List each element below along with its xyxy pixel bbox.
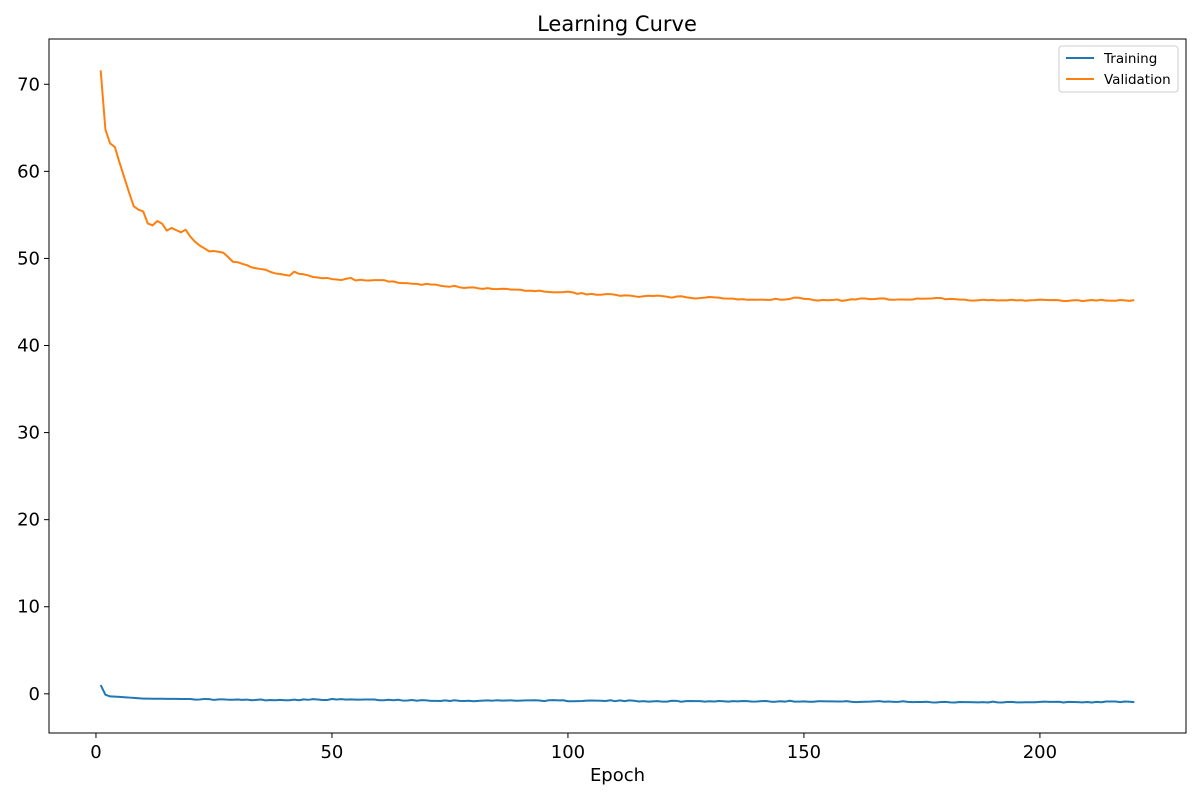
y-tick-label-0: 0	[29, 684, 40, 705]
y-tick-label-1: 10	[17, 597, 40, 618]
x-tick-label-0: 0	[90, 742, 101, 763]
series-group	[99, 70, 1135, 704]
y-tick-label-6: 60	[17, 161, 40, 182]
legend-label-training: Training	[1103, 51, 1157, 67]
chart-title: Learning Curve	[537, 12, 697, 36]
x-axis-label: Epoch	[590, 765, 645, 786]
y-tick-label-2: 20	[17, 510, 40, 531]
x-tick-label-4: 200	[1023, 742, 1057, 763]
x-tick-label-3: 150	[787, 742, 821, 763]
y-tick-label-7: 70	[17, 74, 40, 95]
series-line-validation	[99, 70, 1135, 303]
legend: Training Validation	[1058, 45, 1179, 93]
series-line-training	[99, 684, 1135, 704]
y-tick-label-4: 40	[17, 336, 40, 357]
tick-group: 0 50 100 150 200 0 10 20 30 40 50 60 70	[17, 74, 1057, 763]
y-tick-label-3: 30	[17, 423, 40, 444]
legend-label-validation: Validation	[1104, 72, 1171, 88]
y-tick-label-5: 50	[17, 248, 40, 269]
x-tick-label-1: 50	[320, 742, 343, 763]
x-tick-label-2: 100	[551, 742, 585, 763]
plot-frame	[48, 38, 1187, 734]
